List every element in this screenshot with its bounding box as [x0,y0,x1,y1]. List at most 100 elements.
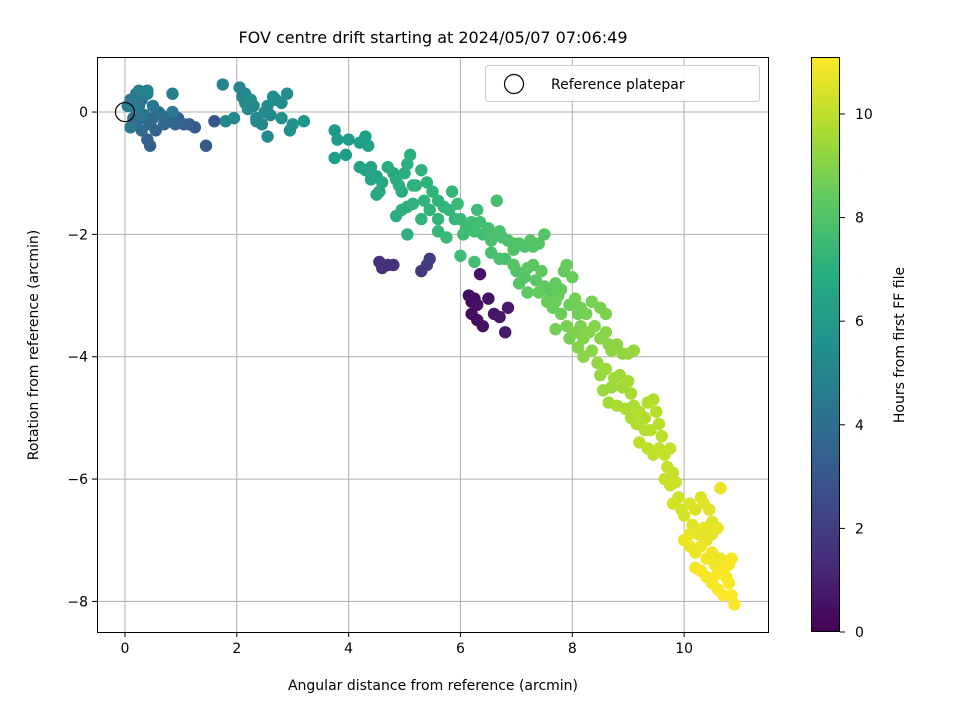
data-point [141,133,154,146]
data-point [703,503,716,516]
data-point [261,130,274,143]
data-point [417,194,431,207]
grid [97,57,768,632]
data-point [381,160,394,174]
data-point [451,197,464,211]
data-points [114,78,741,611]
data-point [711,521,724,535]
x-axis: 0 2 4 6 8 10 [120,632,693,657]
data-point [146,99,160,113]
data-point [471,203,484,217]
data-point [599,362,613,376]
data-point [663,442,677,455]
data-point [426,185,439,198]
data-point [208,115,221,128]
data-point [498,326,512,339]
chart-title: FOV centre drift starting at 2024/05/07 … [238,28,627,47]
plot-frame [97,57,769,633]
data-point [694,540,708,553]
data-point [482,292,495,305]
data-point [622,375,635,388]
data-point [652,417,666,431]
data-point [406,197,420,211]
data-point [392,179,406,192]
data-point [538,228,551,241]
data-point [454,249,467,263]
data-point [610,338,624,351]
data-point [485,234,498,247]
data-point [649,405,663,418]
colorbar-tick-label: 0 [855,625,864,641]
data-point [166,105,179,119]
legend-marker-icon [503,73,525,95]
colorbar-tick-label: 4 [855,418,864,434]
x-tick-label: 0 [120,641,129,657]
data-point [725,552,738,565]
data-point [258,105,271,119]
data-point [560,258,573,272]
data-point [507,243,520,256]
data-point [401,228,414,241]
y-tick-label: 0 [79,105,88,121]
data-point [473,267,487,281]
data-point [462,289,476,302]
data-point [683,527,696,541]
data-point [331,133,344,146]
data-point [549,323,562,336]
colorbar-label: Hours from first FF file [892,267,908,423]
data-point [199,139,213,152]
data-point [580,307,593,321]
colorbar-frame [811,57,840,632]
data-point [468,255,481,269]
data-point [403,148,417,162]
data-point [423,203,436,217]
data-point [507,258,520,272]
data-point [415,163,428,177]
data-point [490,194,504,207]
data-point [423,252,436,266]
data-point [566,271,579,284]
data-point [155,108,168,122]
data-point [501,301,515,314]
x-tick-label: 4 [344,641,353,657]
data-point [624,387,638,400]
colorbar-tick-label: 10 [855,107,873,123]
x-tick-label: 8 [568,641,577,657]
data-point [166,87,179,100]
data-point [554,307,568,321]
data-point [275,111,288,125]
data-point [669,475,682,489]
data-point [728,598,741,611]
legend-label: Reference platepar [551,77,685,93]
data-point [342,133,355,146]
data-point [364,160,378,174]
data-point [549,295,562,308]
data-point [297,115,311,128]
colorbar-tick-label: 2 [855,521,864,537]
data-point [647,393,660,406]
data-point [627,344,640,357]
data-point [577,350,590,363]
data-point [141,84,154,97]
data-point [280,87,294,100]
y-tick-label: −6 [67,472,88,488]
data-point [599,307,613,321]
data-point [454,212,467,226]
data-point [571,341,585,354]
x-tick-label: 10 [675,641,693,657]
data-point [722,576,736,590]
data-point [216,78,230,91]
colorbar [811,57,840,632]
data-point [339,148,353,162]
data-point [375,261,389,275]
data-point [328,151,341,165]
data-point [532,237,545,250]
data-point [521,286,534,299]
y-tick-label: −2 [67,227,88,243]
legend-box [485,65,760,102]
data-point [250,115,263,128]
data-point [266,90,280,103]
data-point [487,307,501,321]
data-point [387,258,400,272]
y-axis-label: Rotation from reference (arcmin) [26,230,42,460]
